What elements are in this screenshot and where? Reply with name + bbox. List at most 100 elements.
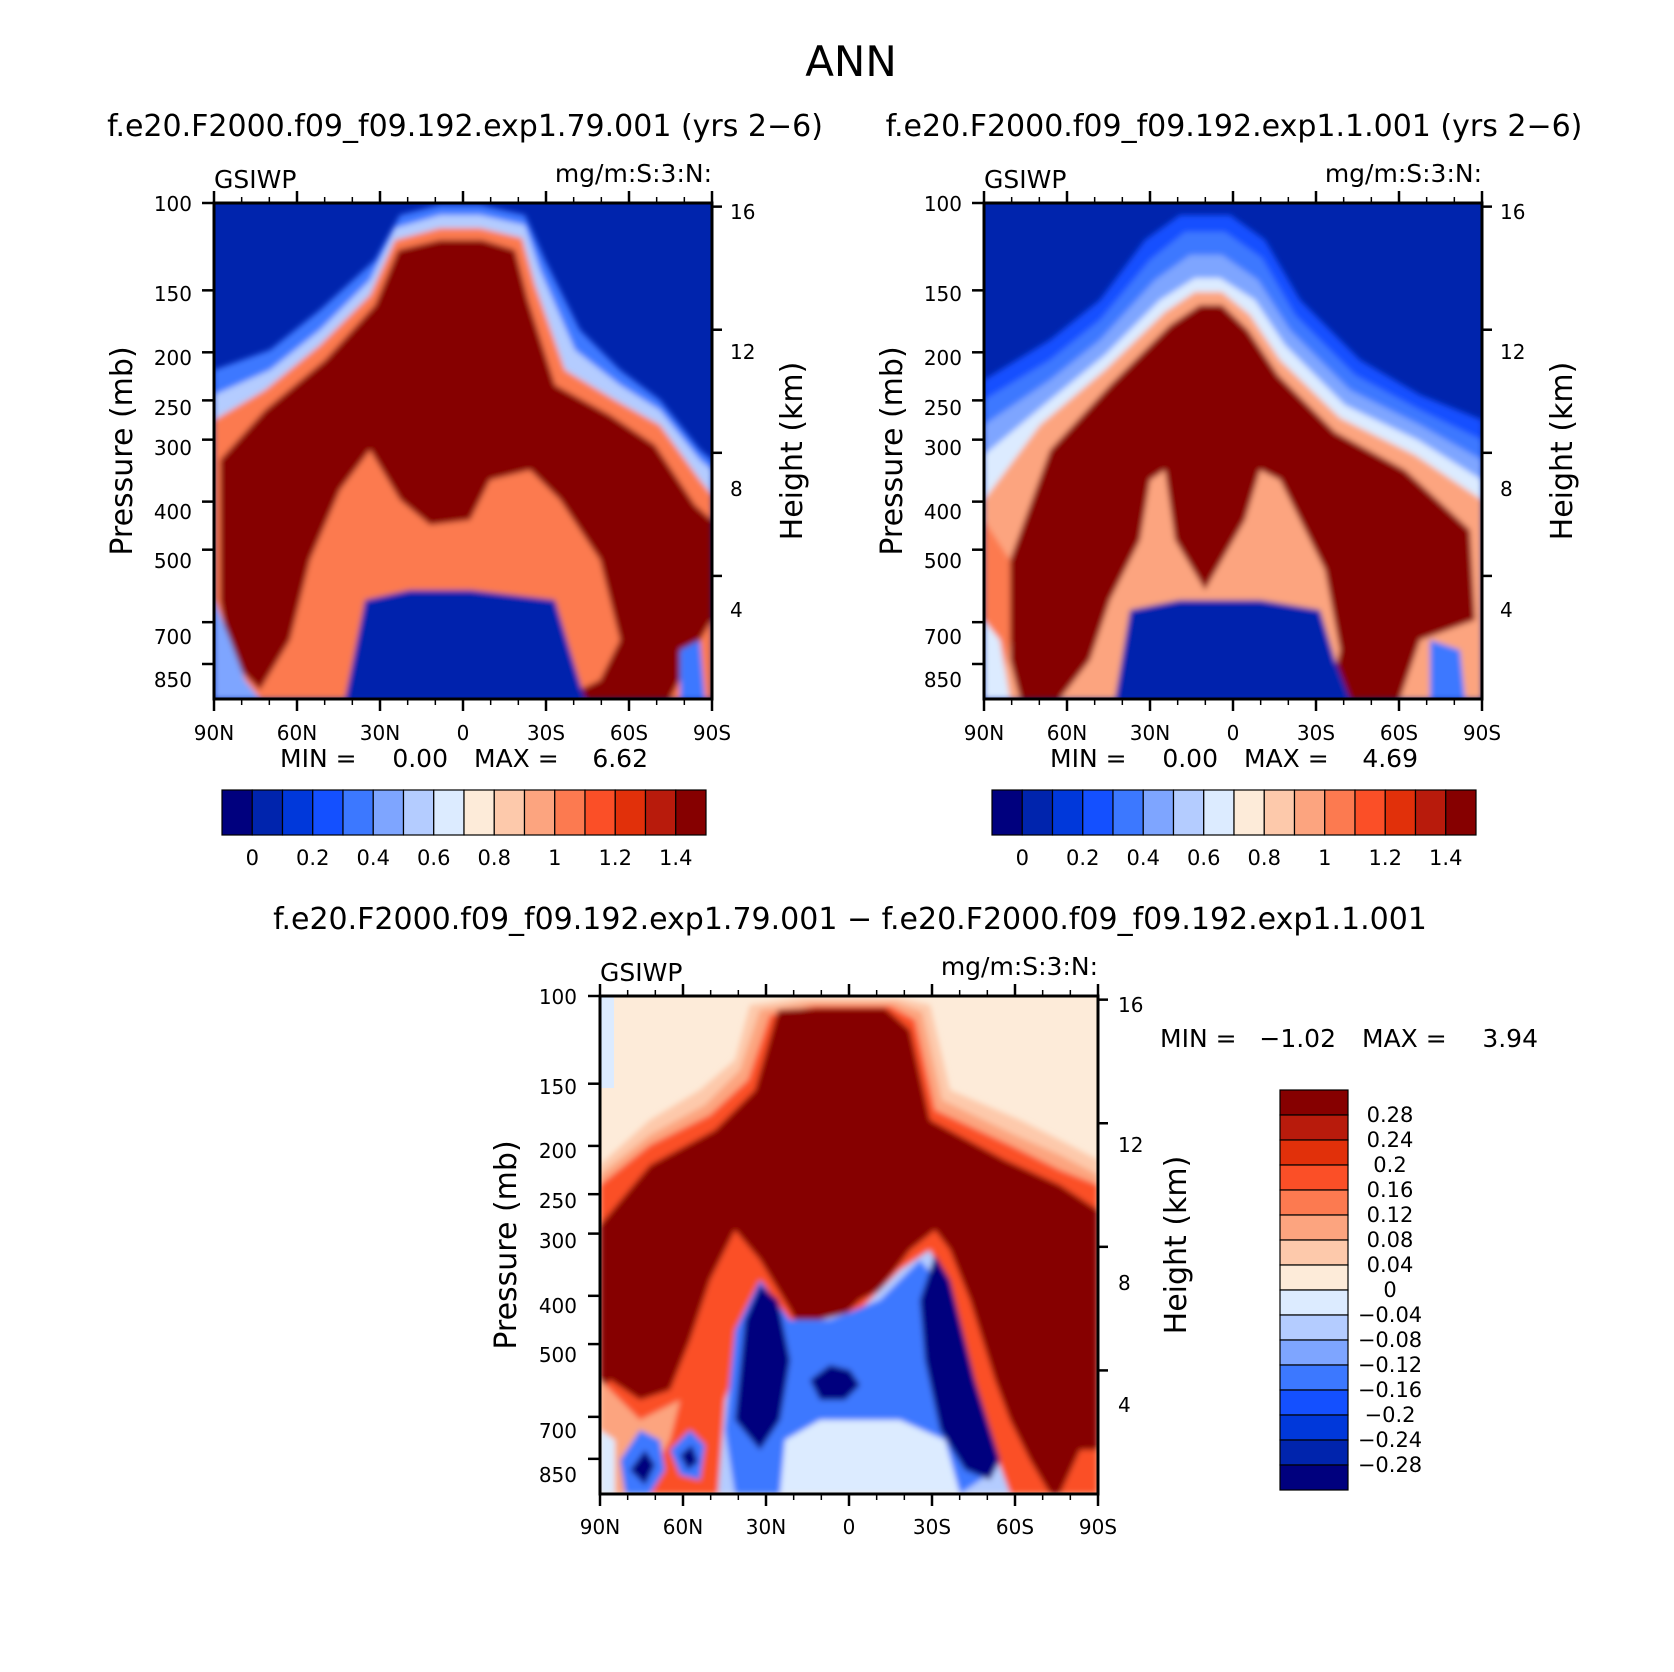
colorbar-box xyxy=(584,789,616,836)
panel-b-stats: MIN = 0.00 MAX = 4.69 xyxy=(1050,744,1418,773)
colorbar-label: −0.28 xyxy=(1358,1453,1422,1477)
figure-title: ANN xyxy=(805,37,897,86)
colorbar-box xyxy=(644,789,677,836)
colorbar-box xyxy=(1263,789,1296,836)
panel-b-variable: GSIWP xyxy=(984,165,1066,194)
ytick-label: 100 xyxy=(154,192,192,216)
colorbar-box xyxy=(1279,1114,1349,1141)
ytick-right-label: 12 xyxy=(1118,1133,1143,1157)
colorbar-box xyxy=(1279,1164,1349,1191)
colorbar-box xyxy=(342,789,374,836)
colorbar-box xyxy=(1021,789,1054,836)
colorbar-box xyxy=(281,789,314,836)
ytick-label: 500 xyxy=(154,549,192,573)
colorbar-box xyxy=(1445,789,1477,836)
panel-a-xticklabels: 90N 60N 30N 0 30S 60S 90S xyxy=(194,721,731,745)
colorbar-box xyxy=(1279,1464,1349,1491)
colorbar-label: 0 xyxy=(246,846,259,870)
colorbar-label: −0.16 xyxy=(1358,1378,1422,1402)
colorbar-label: 0.6 xyxy=(1187,846,1220,870)
panel-c-title: f.e20.F2000.f09_f09.192.exp1.79.001 − f.… xyxy=(273,902,1427,937)
colorbar-box xyxy=(1384,789,1417,836)
colorbar-label: 0.4 xyxy=(1127,846,1160,870)
colorbar-box xyxy=(463,789,495,836)
panel-a-stats: MIN = 0.00 MAX = 6.62 xyxy=(280,744,648,773)
panel-a-ylabel-right: Height (km) xyxy=(775,362,810,541)
colorbar-box xyxy=(251,789,284,836)
ytick-label: 700 xyxy=(154,625,192,649)
colorbar-box xyxy=(1293,789,1326,836)
panel-c-colorbar: 0.280.240.20.160.120.080.040−0.04−0.08−0… xyxy=(1279,1089,1422,1491)
colorbar-label: 0 xyxy=(1383,1278,1396,1302)
colorbar-label: 0.08 xyxy=(1367,1228,1414,1252)
colorbar-box xyxy=(372,789,405,836)
colorbar-label: 1 xyxy=(548,846,561,870)
panel-b: GSIWP mg/m:S:3:N: 100 150 200 250 xyxy=(875,159,1580,870)
xtick-label: 90S xyxy=(1079,1515,1117,1539)
colorbar-box xyxy=(1233,789,1265,836)
ytick-label: 850 xyxy=(539,1463,577,1487)
max-label: MAX = xyxy=(1244,744,1329,773)
ytick-label: 150 xyxy=(539,1075,577,1099)
colorbar-box xyxy=(1051,789,1084,836)
xtick-label: 60S xyxy=(1380,721,1418,745)
ytick-right-label: 4 xyxy=(730,598,743,622)
ytick-right-label: 8 xyxy=(730,477,743,501)
panel-b-yticklabels-right: 16 12 8 4 xyxy=(1500,200,1525,622)
panel-a-yticklabels-right: 16 12 8 4 xyxy=(730,200,755,622)
colorbar-label: −0.2 xyxy=(1365,1403,1416,1427)
ytick-label: 200 xyxy=(924,346,962,370)
panel-b-ticks xyxy=(972,191,1492,711)
colorbar-label: 1 xyxy=(1318,846,1331,870)
colorbar-box xyxy=(1279,1439,1349,1466)
colorbar-label: 0.04 xyxy=(1367,1253,1414,1277)
ytick-label: 300 xyxy=(154,436,192,460)
colorbar-label: 0.28 xyxy=(1367,1103,1414,1127)
colorbar-box xyxy=(1279,1189,1349,1216)
max-value: 3.94 xyxy=(1482,1024,1538,1053)
panel-c-yticklabels: 100 150 200 250 300 400 500 700 850 xyxy=(539,985,577,1487)
ytick-label: 150 xyxy=(154,282,192,306)
xtick-label: 60S xyxy=(610,721,648,745)
panel-b-title: f.e20.F2000.f09_f09.192.exp1.1.001 (yrs … xyxy=(886,109,1583,144)
colorbar-box xyxy=(1354,789,1386,836)
panel-b-colorbar: 0 0.2 0.4 0.6 0.8 1 1.2 1.4 xyxy=(991,789,1477,870)
panel-c-xticklabels: 90N 60N 30N 0 30S 60S 90S xyxy=(580,1515,1117,1539)
colorbar-box xyxy=(433,789,465,836)
colorbar-label: 0.8 xyxy=(1248,846,1281,870)
xtick-label: 30S xyxy=(913,1515,951,1539)
xtick-label: 90S xyxy=(693,721,731,745)
colorbar-box xyxy=(1082,789,1114,836)
ytick-right-label: 4 xyxy=(1118,1393,1131,1417)
ytick-label: 500 xyxy=(539,1343,577,1367)
ytick-right-label: 8 xyxy=(1500,477,1513,501)
panel-b-ylabel-right: Height (km) xyxy=(1545,362,1580,541)
colorbar-box xyxy=(1112,789,1144,836)
colorbar-box xyxy=(1279,1239,1349,1266)
colorbar-box xyxy=(312,789,344,836)
ytick-label: 200 xyxy=(539,1139,577,1163)
ytick-right-label: 8 xyxy=(1118,1271,1131,1295)
panel-a-yticklabels: 100 150 200 250 300 400 500 700 850 xyxy=(154,192,192,692)
ytick-label: 300 xyxy=(924,436,962,460)
colorbar-label: 1.4 xyxy=(659,846,692,870)
panel-c-ticks xyxy=(588,984,1108,1506)
colorbar-box xyxy=(1279,1414,1349,1441)
xtick-label: 30N xyxy=(360,721,400,745)
xtick-label: 30S xyxy=(1297,721,1335,745)
panel-c-field xyxy=(600,996,1098,1494)
xtick-label: 30N xyxy=(1130,721,1170,745)
panel-a-units: mg/m:S:3:N: xyxy=(555,159,712,188)
panel-c-stats: MIN = −1.02 MAX = 3.94 xyxy=(1160,1024,1538,1053)
colorbar-box xyxy=(1172,789,1205,836)
ytick-right-label: 16 xyxy=(1500,200,1525,224)
ytick-label: 400 xyxy=(154,500,192,524)
xtick-label: 90N xyxy=(580,1515,620,1539)
max-label: MAX = xyxy=(1362,1024,1447,1053)
ytick-label: 100 xyxy=(539,985,577,1009)
colorbar-box xyxy=(614,789,647,836)
min-label: MIN = xyxy=(1050,744,1127,773)
colorbar-box xyxy=(1142,789,1175,836)
panel-b-xticklabels: 90N 60N 30N 0 30S 60S 90S xyxy=(964,721,1501,745)
